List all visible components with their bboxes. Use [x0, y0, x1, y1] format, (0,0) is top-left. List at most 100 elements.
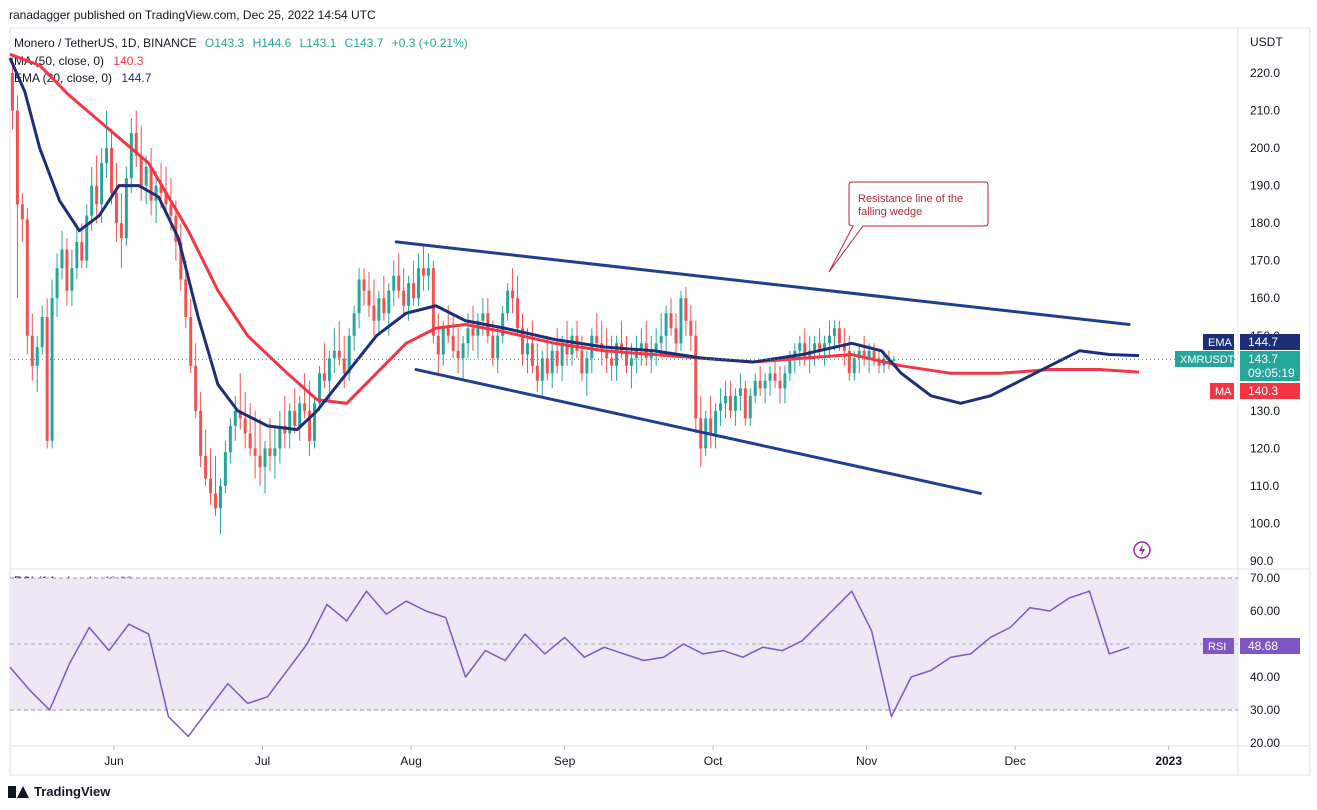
time-tick-label: Jun	[104, 754, 123, 768]
candle-body	[511, 290, 515, 299]
candle-body	[402, 290, 406, 306]
candle-body	[525, 343, 529, 355]
ema-badge: EMA 144.7	[1203, 334, 1300, 350]
candle-body	[560, 343, 564, 366]
rsi-badge-value: 48.68	[1248, 639, 1278, 653]
candle-body	[446, 328, 450, 336]
candle-body	[397, 275, 401, 291]
candle-body	[516, 298, 520, 329]
candle-body	[496, 335, 500, 359]
lightning-icon	[1133, 541, 1151, 559]
candle-body	[808, 350, 812, 359]
candle-body	[813, 343, 817, 351]
rsi-tick-label: 70.00	[1250, 571, 1280, 585]
ma-badge: MA 140.3	[1210, 383, 1300, 399]
ma-legend-value: 140.3	[113, 54, 144, 68]
candle-body	[679, 298, 683, 344]
candle-body	[862, 350, 866, 359]
ohlc-high: H144.6	[252, 36, 292, 50]
candle-body	[783, 373, 787, 389]
candle-body	[664, 313, 668, 336]
price-badge-value: 143.7	[1248, 352, 1278, 366]
price-tick-label: 120.0	[1250, 441, 1280, 455]
ohlc-close: C143.7	[344, 36, 384, 50]
candle-body	[70, 268, 74, 291]
candle-body	[823, 343, 827, 351]
candle-body	[204, 455, 208, 479]
annotation-text: falling wedge	[858, 206, 922, 218]
candle-body	[733, 395, 737, 411]
candle-body	[847, 350, 851, 374]
candle-body	[75, 241, 79, 269]
candle-body	[491, 335, 495, 359]
price-tick-label: 90.0	[1250, 554, 1274, 568]
candle-body	[189, 317, 193, 366]
candle-body	[129, 133, 133, 179]
candle-body	[719, 403, 723, 411]
candle-body	[278, 425, 282, 449]
ohlc-open: O143.3	[204, 36, 245, 50]
rsi-tick-label: 40.00	[1250, 670, 1280, 684]
candle-body	[362, 279, 366, 291]
lightning-icon-bolt	[1139, 544, 1145, 556]
annotation-callout	[828, 181, 989, 273]
candle-body	[714, 410, 718, 434]
candle-body	[778, 380, 782, 389]
candle-body	[506, 290, 510, 314]
candle-body	[738, 388, 742, 396]
candle-body	[867, 350, 871, 359]
time-tick-label: 2023	[1155, 754, 1182, 768]
candle-body	[179, 241, 183, 280]
candle-body	[763, 380, 767, 389]
candle-body	[119, 223, 123, 239]
wedge-trendline	[394, 240, 1131, 327]
candle-body	[426, 268, 430, 276]
price-tick-label: 170.0	[1250, 254, 1280, 268]
candle-body	[758, 380, 762, 389]
candle-body	[144, 166, 148, 186]
candle-body	[214, 493, 217, 509]
candle-body	[45, 317, 49, 441]
candle-body	[456, 350, 460, 359]
candle-body	[461, 343, 465, 359]
ema-badge-value-bg	[1240, 334, 1300, 350]
candle-body	[30, 335, 34, 366]
price-badge: XMRUSDT 143.709:05:19	[1175, 351, 1300, 381]
price-unit-label: USDT	[1250, 35, 1283, 49]
price-tick-label: 160.0	[1250, 291, 1280, 305]
candle-body	[35, 347, 39, 366]
candle-body	[174, 215, 178, 242]
candle-body	[149, 166, 153, 201]
candle-body	[233, 410, 237, 426]
candle-body	[595, 335, 599, 344]
candle-body	[377, 298, 381, 321]
candle-body	[828, 335, 831, 344]
candle-body	[327, 358, 331, 381]
candle-body	[674, 328, 678, 344]
candle-body	[639, 343, 643, 351]
candle-body	[580, 350, 584, 374]
price-tick-label: 110.0	[1250, 479, 1279, 493]
candle-body	[709, 418, 713, 434]
candle-body	[347, 335, 351, 374]
candle-body	[60, 249, 64, 269]
ema-badge-label: EMA	[1208, 337, 1233, 349]
rsi-tick-label: 20.00	[1250, 736, 1280, 750]
price-tick-label: 130.0	[1250, 404, 1280, 418]
tradingview-logo-icon	[8, 785, 29, 798]
candle-body	[372, 305, 376, 321]
price-tick-label: 200.0	[1250, 141, 1280, 155]
candle-body	[501, 313, 505, 336]
time-tick-label: Dec	[1005, 754, 1026, 768]
candle-body	[100, 163, 104, 205]
candle-body	[590, 335, 594, 359]
lightning-icon-ring	[1133, 541, 1151, 559]
candle-body	[90, 185, 94, 216]
footer-brand[interactable]: TradingView	[8, 784, 110, 799]
candle-body	[724, 395, 727, 404]
rsi-line	[9, 590, 1130, 738]
candle-body	[283, 425, 287, 434]
symbol-legend: Monero / TetherUS, 1D, BINANCE O143.3 H1…	[14, 36, 468, 50]
candle-body	[659, 335, 663, 344]
